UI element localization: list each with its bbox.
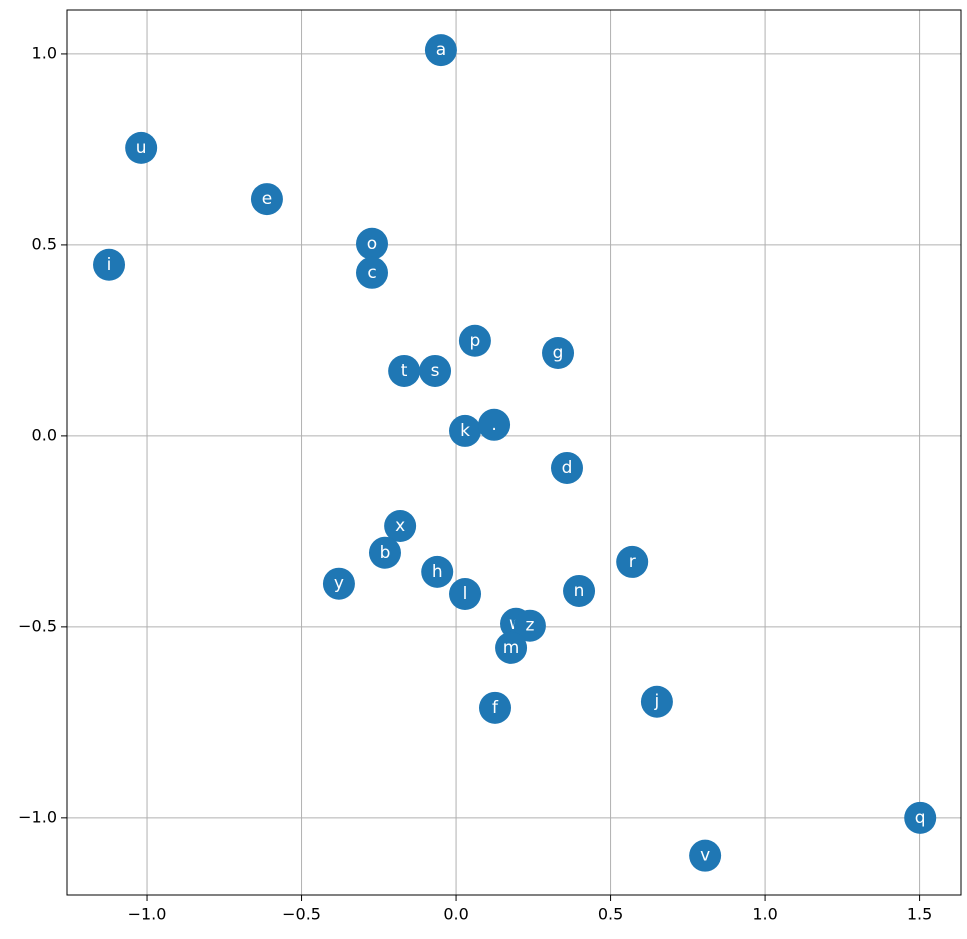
- point-label: g: [553, 343, 564, 363]
- point-label: f: [492, 698, 499, 718]
- point-label: h: [432, 562, 443, 582]
- point-label: v: [700, 846, 710, 866]
- point-label: m: [503, 638, 520, 658]
- point: [449, 414, 482, 447]
- point-label: n: [574, 581, 585, 601]
- point: [368, 536, 401, 569]
- point: [384, 510, 417, 543]
- y-tick-label: 0.0: [32, 425, 57, 444]
- point-label: b: [380, 543, 391, 563]
- point-label: p: [470, 331, 481, 351]
- x-tick-label: 1.0: [752, 905, 777, 924]
- point-label: x: [395, 516, 405, 536]
- point: [616, 545, 649, 578]
- point: [550, 451, 583, 484]
- point-label: q: [915, 808, 926, 828]
- y-tick-label: −0.5: [18, 616, 57, 635]
- point: [250, 183, 283, 216]
- point-label: i: [107, 255, 112, 275]
- point: [542, 336, 575, 369]
- point-label: r: [629, 552, 636, 572]
- point-label: t: [401, 361, 408, 381]
- x-tick-label: 0.5: [598, 905, 623, 924]
- point: [563, 574, 596, 607]
- point: [322, 567, 355, 600]
- point-label: e: [262, 189, 272, 209]
- point-label: .: [491, 415, 496, 435]
- y-tick-label: −1.0: [18, 807, 57, 826]
- point: [689, 839, 722, 872]
- point-label: o: [367, 234, 377, 254]
- point: [495, 631, 528, 664]
- point: [424, 34, 457, 67]
- point: [640, 685, 673, 718]
- point: [449, 578, 482, 611]
- point: [421, 555, 454, 588]
- point-label: s: [431, 361, 440, 381]
- point-label: l: [463, 584, 468, 604]
- y-tick-label: 0.5: [32, 234, 57, 253]
- point: [125, 131, 158, 164]
- point: [904, 801, 937, 834]
- point: [356, 227, 389, 260]
- point: [356, 256, 389, 289]
- point: [478, 408, 511, 441]
- point-label: y: [334, 574, 344, 594]
- point-label: z: [525, 616, 534, 636]
- point: [478, 691, 511, 724]
- point-label: a: [436, 40, 446, 60]
- point: [93, 248, 126, 281]
- x-tick-label: −1.0: [128, 905, 167, 924]
- point-label: k: [460, 421, 470, 441]
- x-tick-label: 1.5: [907, 905, 932, 924]
- point-label: j: [654, 692, 660, 712]
- point: [388, 354, 421, 387]
- x-tick-label: −0.5: [282, 905, 321, 924]
- axes-frame: [66, 9, 962, 896]
- point: [419, 354, 452, 387]
- point-label: u: [136, 138, 147, 158]
- x-tick-label: 0.0: [443, 905, 468, 924]
- point: [513, 609, 546, 642]
- y-tick-label: 1.0: [32, 43, 57, 62]
- point-label: c: [367, 263, 376, 283]
- point: [458, 324, 491, 357]
- point-label: d: [562, 458, 573, 478]
